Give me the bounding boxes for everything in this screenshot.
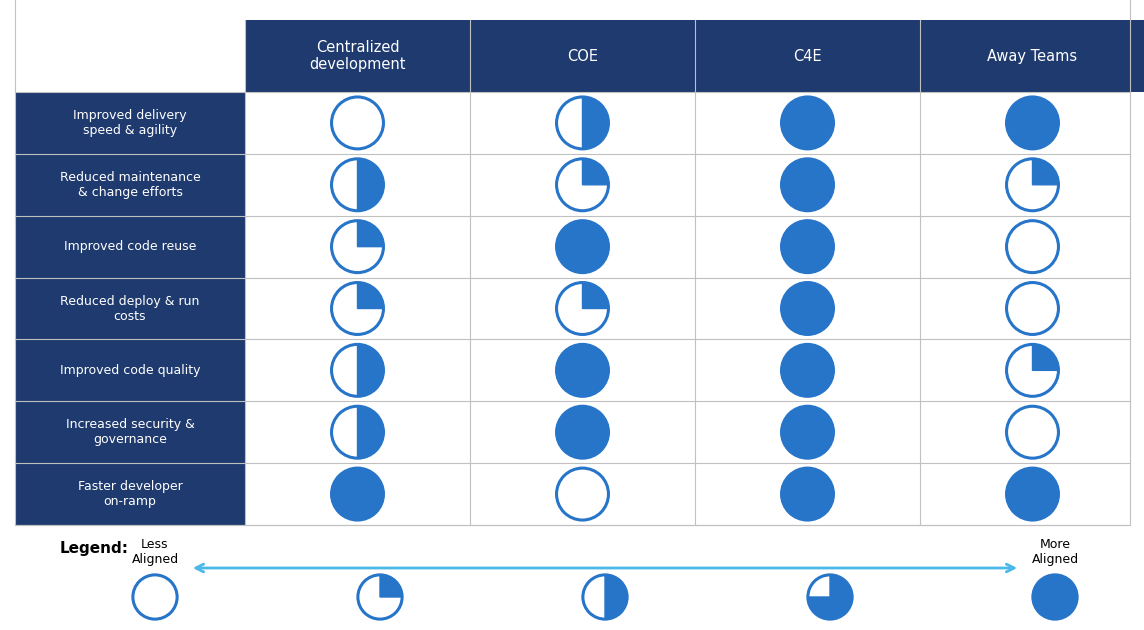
Circle shape (556, 345, 609, 396)
Circle shape (1033, 575, 1078, 619)
Circle shape (781, 97, 834, 149)
Circle shape (556, 220, 609, 273)
Circle shape (583, 575, 627, 619)
Circle shape (1007, 159, 1058, 211)
Circle shape (556, 468, 609, 520)
Wedge shape (357, 220, 383, 246)
Circle shape (1007, 345, 1058, 396)
Text: Improved code quality: Improved code quality (59, 364, 200, 377)
Circle shape (556, 345, 609, 396)
Circle shape (808, 575, 852, 619)
Circle shape (556, 220, 609, 273)
Text: Improved delivery
speed & agility: Improved delivery speed & agility (73, 109, 186, 137)
Circle shape (781, 282, 834, 335)
Circle shape (781, 345, 834, 396)
Wedge shape (605, 575, 627, 619)
Circle shape (1007, 468, 1058, 520)
Text: C4E: C4E (793, 49, 821, 64)
Wedge shape (582, 97, 609, 149)
Circle shape (332, 406, 383, 458)
Circle shape (781, 468, 834, 520)
Circle shape (1007, 97, 1058, 149)
Circle shape (1007, 220, 1058, 273)
Circle shape (332, 220, 383, 273)
Circle shape (556, 159, 609, 211)
Circle shape (781, 468, 834, 520)
Circle shape (332, 468, 383, 520)
Wedge shape (357, 159, 383, 211)
Wedge shape (582, 159, 609, 185)
Circle shape (332, 282, 383, 335)
Circle shape (781, 406, 834, 458)
Text: Centralized
development: Centralized development (309, 40, 406, 72)
Circle shape (556, 406, 609, 458)
Wedge shape (808, 575, 852, 619)
Circle shape (781, 282, 834, 335)
Circle shape (1007, 282, 1058, 335)
Circle shape (332, 97, 383, 149)
Circle shape (1033, 575, 1078, 619)
Circle shape (781, 159, 834, 211)
Circle shape (1007, 468, 1058, 520)
Text: Less
Aligned: Less Aligned (132, 538, 178, 566)
Circle shape (781, 220, 834, 273)
Wedge shape (357, 345, 383, 396)
Circle shape (332, 159, 383, 211)
Circle shape (556, 97, 609, 149)
Text: Reduced maintenance
& change efforts: Reduced maintenance & change efforts (59, 171, 200, 199)
Wedge shape (357, 406, 383, 458)
Circle shape (332, 345, 383, 396)
Text: Increased security &
governance: Increased security & governance (65, 418, 194, 446)
Circle shape (556, 282, 609, 335)
Circle shape (781, 97, 834, 149)
Text: Reduced deploy & run
costs: Reduced deploy & run costs (61, 294, 200, 323)
Circle shape (781, 345, 834, 396)
Circle shape (781, 220, 834, 273)
Wedge shape (1033, 159, 1058, 185)
Text: COE: COE (567, 49, 598, 64)
Circle shape (781, 406, 834, 458)
Text: Improved code reuse: Improved code reuse (64, 240, 196, 253)
Circle shape (1007, 97, 1058, 149)
Circle shape (781, 159, 834, 211)
Wedge shape (357, 282, 383, 309)
Circle shape (332, 468, 383, 520)
Wedge shape (380, 575, 402, 597)
Circle shape (358, 575, 402, 619)
Text: Legend:: Legend: (59, 541, 129, 556)
Text: Away Teams: Away Teams (987, 49, 1078, 64)
Text: Faster developer
on-ramp: Faster developer on-ramp (78, 480, 182, 508)
Circle shape (556, 406, 609, 458)
Circle shape (133, 575, 177, 619)
Wedge shape (1033, 345, 1058, 370)
Wedge shape (582, 282, 609, 309)
Circle shape (1007, 406, 1058, 458)
Text: More
Aligned: More Aligned (1032, 538, 1079, 566)
